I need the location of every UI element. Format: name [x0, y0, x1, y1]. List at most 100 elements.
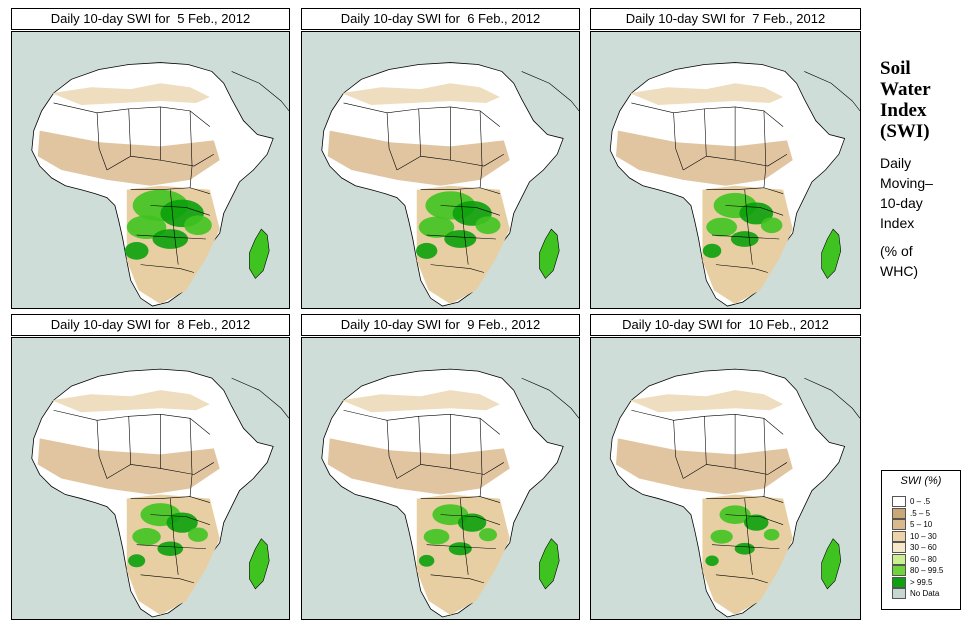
coastline [521, 71, 579, 112]
wet-area [706, 217, 738, 237]
legend-row: 30 – 60 [892, 542, 943, 554]
map-panel-1: Daily 10-day SWI for 5 Feb., 2012 [11, 8, 290, 309]
country-border [189, 418, 193, 497]
legend-swatch [892, 519, 906, 531]
legend-label: 30 – 60 [910, 543, 937, 553]
country-border [735, 153, 788, 167]
wet-area [760, 217, 783, 234]
sidebar-subtitle-line: Daily [880, 155, 912, 171]
country-border [631, 409, 736, 421]
country-border [673, 112, 684, 171]
country-border [683, 464, 707, 479]
wet-area [702, 243, 722, 258]
wet-area [730, 231, 759, 247]
sidebar-subtitle-line: 10-day [880, 195, 923, 211]
madagascar [249, 538, 270, 590]
sidebar-unit-line: WHC) [880, 263, 919, 279]
country-border [430, 574, 485, 584]
country-border [735, 413, 784, 435]
wet-area [124, 241, 149, 260]
country-border [396, 464, 421, 479]
africa-map [301, 337, 580, 620]
wet-area [132, 528, 161, 546]
sahel-zone [37, 438, 220, 495]
country-border [725, 514, 784, 525]
panel-title: Daily 10-day SWI for 8 Feb., 2012 [11, 314, 290, 336]
sahel-zone [615, 438, 793, 495]
legend-row: 0 – .5 [892, 496, 943, 508]
sahel-zone [327, 438, 510, 495]
country-border [106, 464, 131, 479]
wet-area [448, 542, 472, 556]
country-border [450, 462, 504, 475]
north-coast-zone [629, 390, 784, 413]
africa-map [590, 31, 861, 309]
sidebar-unit-line: (% of [880, 243, 913, 259]
legend-row: No Data [892, 588, 943, 600]
country-border [735, 462, 788, 475]
madagascar [821, 538, 842, 590]
wet-area [415, 242, 438, 259]
legend-row: > 99.5 [892, 576, 943, 589]
north-coast-zone [341, 390, 500, 413]
country-border [450, 153, 504, 167]
wet-area [475, 216, 501, 235]
map-panel-2: Daily 10-day SWI for 6 Feb., 2012 [301, 8, 580, 309]
country-border [430, 264, 485, 273]
panel-title: Daily 10-day SWI for 6 Feb., 2012 [301, 8, 580, 30]
country-border [53, 409, 161, 421]
legend-label: 60 – 80 [910, 554, 937, 564]
country-border [715, 264, 768, 273]
north-coast-zone [51, 390, 210, 413]
wet-area [423, 528, 450, 545]
legend-label: > 99.5 [910, 577, 933, 587]
wet-area [719, 505, 751, 524]
sahel-zone [37, 130, 220, 186]
country-border [712, 544, 780, 550]
sidebar-subtitle: Daily Moving– 10-day Index [880, 153, 933, 233]
country-border [715, 574, 768, 584]
wet-area [188, 527, 208, 542]
legend-label: 0 – .5 [910, 497, 931, 507]
country-border [128, 106, 161, 161]
map-svg [591, 32, 860, 308]
legend-row: 80 – 99.5 [892, 565, 943, 577]
country-border [343, 409, 451, 421]
southern-zone [702, 494, 793, 615]
country-border [136, 544, 206, 550]
madagascar [539, 228, 560, 279]
country-border [169, 498, 179, 575]
country-border [450, 413, 501, 435]
legend-swatch [892, 496, 906, 508]
country-border [440, 205, 500, 216]
coastline [521, 377, 579, 419]
wet-area [458, 513, 487, 532]
country-border [704, 414, 736, 469]
coastline [231, 71, 289, 112]
legend-row: 5 – 10 [892, 519, 943, 531]
country-border [459, 498, 469, 575]
africa-map [11, 337, 290, 620]
country-border [160, 413, 211, 435]
madagascar [539, 538, 560, 590]
country-border [160, 462, 214, 475]
country-border [426, 544, 496, 550]
country-border [763, 418, 767, 497]
wet-area [710, 529, 733, 544]
coastline [804, 71, 860, 112]
wet-area [128, 554, 146, 568]
panel-title: Daily 10-day SWI for 9 Feb., 2012 [301, 314, 580, 336]
map-svg [12, 32, 289, 308]
country-border [53, 102, 161, 114]
africa-map [11, 31, 290, 309]
legend-row: 10 – 30 [892, 530, 943, 543]
legend-label: .5 – 5 [910, 508, 931, 518]
wet-area [444, 230, 477, 248]
map-svg [302, 32, 579, 308]
country-border [683, 155, 707, 171]
country-border [418, 414, 451, 469]
legend-swatch [892, 507, 906, 519]
wet-area [763, 528, 780, 541]
country-border [479, 110, 483, 188]
legend-label: No Data [910, 589, 940, 599]
